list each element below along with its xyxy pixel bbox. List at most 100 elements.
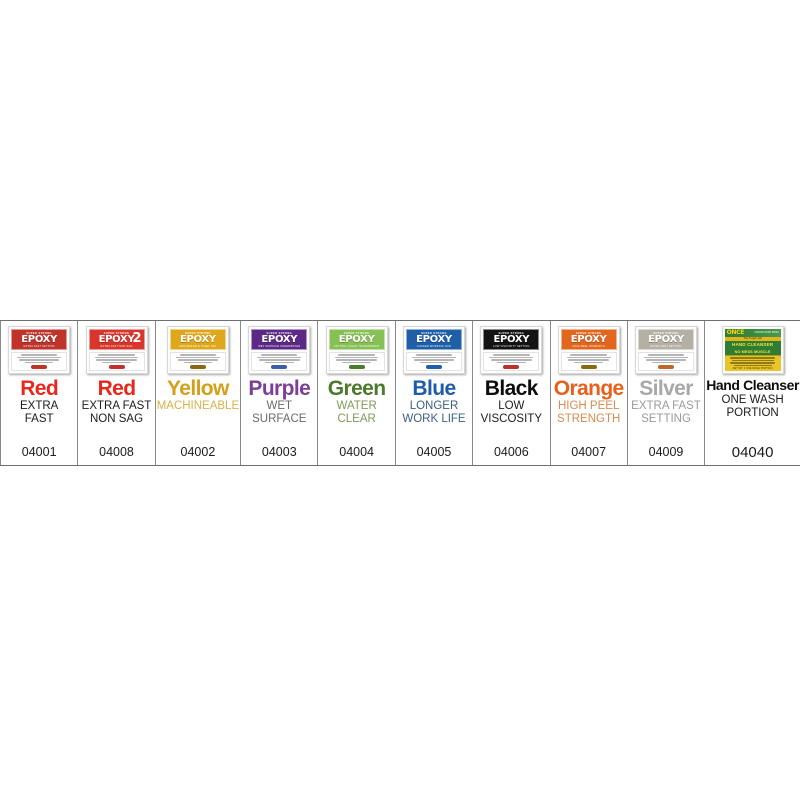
epoxy-wordmark: EPOXY <box>416 333 452 345</box>
product-description-line: SURFACE <box>252 413 307 425</box>
product-code: 04004 <box>339 445 375 459</box>
fine-print-line <box>20 354 58 356</box>
product-cell[interactable]: SUPER STRONG EPOXY LOW VISCOSITY SETTING Bl… <box>473 321 551 465</box>
epoxy-wordmark: EPOXY <box>180 333 216 345</box>
product-code: 04008 <box>99 445 134 459</box>
epoxy-wordmark: EPOXY <box>261 333 298 345</box>
label-variant-text: EXTRA FAST SETTING <box>650 344 682 348</box>
product-code: 04009 <box>648 445 684 459</box>
fine-print-line <box>98 354 135 356</box>
epoxy-wordmark: EPOXY <box>338 333 375 345</box>
fine-print-line <box>415 354 453 356</box>
label-variant-number: 2 <box>132 331 142 346</box>
product-label-image: SUPER STRONG EPOXY EXTRA FAST NON SAG 2 <box>85 326 148 374</box>
fine-print-line <box>177 359 219 361</box>
epoxy-brand-band: SUPER STRONG EPOXY EXTRA FAST SETTING <box>11 329 68 350</box>
product-cell[interactable]: SUPER STRONG EPOXY MACHINEABLE STEEL SET Ye… <box>155 321 242 465</box>
fine-print-line <box>183 361 213 363</box>
product-cell[interactable]: SUPER STRONG EPOXY EXTRA FAST SETTING Red EX… <box>0 321 79 465</box>
product-cell[interactable]: SUPER STRONG EPOXY WET SURFACE UNDERWATER P… <box>241 321 319 465</box>
product-colour-name: Yellow <box>167 377 229 400</box>
fine-print-line <box>18 359 60 361</box>
brand-strapline: SUPER STRONG <box>653 331 679 335</box>
label-variant-text: MACHINEABLE STEEL SET <box>179 344 217 348</box>
product-code: 04005 <box>416 445 452 459</box>
product-description-line: LONGER <box>409 400 459 412</box>
epoxy-wordmark: EPOXY <box>570 333 607 345</box>
product-badge: GOOD FOR SKIN <box>754 330 779 335</box>
label-tagline: The Tough Job <box>724 336 781 342</box>
fine-print-line <box>96 359 137 361</box>
product-label-image: SUPER STRONG EPOXY EXTRA FAST SETTING <box>635 326 698 374</box>
product-description-line: LOW <box>498 400 525 412</box>
fine-print-line <box>17 356 61 358</box>
brand-strapline: SUPER STRONG <box>185 331 211 335</box>
label-fine-print <box>11 352 68 371</box>
label-fine-print <box>328 352 385 371</box>
fine-print-line <box>489 356 534 358</box>
product-cell[interactable]: SUPER STRONG EPOXY HIGH PEEL STRENGTH Orang… <box>550 321 628 465</box>
fine-print-line <box>259 359 300 361</box>
fine-print-line <box>176 356 220 358</box>
epoxy-brand-band: SUPER STRONG EPOXY MACHINEABLE STEEL SET <box>169 329 226 350</box>
product-cell[interactable]: SUPER STRONG EPOXY EXTRA FAST SETTING Silve… <box>627 321 706 465</box>
product-code: 04006 <box>493 445 529 459</box>
product-description-line: PORTION <box>726 407 779 419</box>
epoxy-brand-band: SUPER STRONG EPOXY EXTRA FAST SETTING <box>638 329 695 350</box>
product-description-line: EXTRA <box>20 400 59 412</box>
product-description-line: WET <box>266 400 293 412</box>
product-colour-name: Orange <box>553 377 625 400</box>
fine-print-line <box>342 361 371 363</box>
product-label-image: SUPER STRONG EPOXY LONGER WORKING LIFE <box>402 326 465 374</box>
fine-print-line <box>261 354 298 356</box>
epoxy-brand-band: SUPER STRONG EPOXY LONGER WORKING LIFE <box>405 329 462 350</box>
product-description-line: NON SAG <box>89 413 144 425</box>
label-fine-print <box>88 352 145 371</box>
product-colour-name: Hand Cleanser <box>706 377 800 393</box>
label-footer: NET WT. 1 ONE WASH PORTION <box>732 367 773 370</box>
epoxy-brand-band: SUPER STRONG EPOXY WET SURFACE UNDERWATER <box>251 329 308 350</box>
fine-print-line <box>179 354 217 356</box>
product-code: 04007 <box>571 445 607 459</box>
fine-print-line <box>419 361 449 363</box>
product-description-line: MACHINEABLE <box>156 400 240 412</box>
label-fine-print: NET WT. 1 ONE WASH PORTION <box>724 355 781 371</box>
product-cell[interactable]: SUPER STRONG EPOXY CRYSTAL CLEAR TRANSPARE… <box>318 321 396 465</box>
label-fine-print <box>483 352 540 371</box>
product-cell[interactable]: SUPER STRONG EPOXY LONGER WORKING LIFE Blue… <box>395 321 474 465</box>
fine-print-line <box>265 361 294 363</box>
product-code: 04003 <box>261 445 297 459</box>
fine-print-line <box>491 359 532 361</box>
label-fine-print <box>251 352 308 371</box>
product-colour-chart: SUPER STRONG EPOXY EXTRA FAST SETTING Red EX… <box>0 320 800 466</box>
epoxy-brand-band: SUPER STRONG EPOXY EXTRA FAST NON SAG 2 <box>88 329 145 350</box>
fine-print-line <box>570 354 607 356</box>
fine-print-line <box>24 361 54 363</box>
brand-name: ONCE <box>726 328 745 336</box>
brand-strapline: SUPER STRONG <box>266 331 293 335</box>
product-cell[interactable]: SUPER STRONG EPOXY EXTRA FAST NON SAG 2 Red E… <box>78 321 156 465</box>
product-colour-name: Green <box>327 377 386 400</box>
label-variant-text: LONGER WORKING LIFE <box>416 344 452 348</box>
fine-print-line <box>731 359 774 361</box>
product-label-image: SUPER STRONG EPOXY WET SURFACE UNDERWATER <box>248 326 311 374</box>
label-subtitle: NO MESS MUSCLE <box>724 348 781 355</box>
product-colour-name: Blue <box>412 377 456 400</box>
fine-print-line <box>644 356 688 358</box>
product-description-line: HIGH PEEL <box>557 400 620 412</box>
product-description-line: WATER <box>336 400 377 412</box>
product-cell[interactable]: ONCE GOOD FOR SKIN The Tough Job HAND CLEAN… <box>705 321 800 465</box>
brand-strapline: SUPER STRONG <box>575 331 602 335</box>
brand-strapline: SUPER STRONG <box>103 331 130 335</box>
product-code: 04001 <box>21 445 57 459</box>
epoxy-wordmark: EPOXY <box>21 333 58 345</box>
manufacturer-logo <box>580 365 597 369</box>
fine-print-line <box>647 354 685 356</box>
manufacturer-logo <box>348 365 365 369</box>
fine-print-line <box>645 359 687 361</box>
product-description-line: VISCOSITY <box>480 413 542 425</box>
label-fine-print <box>560 352 617 371</box>
fine-print-line <box>336 359 377 361</box>
manufacturer-logo <box>658 365 675 369</box>
fine-print-line <box>566 356 611 358</box>
